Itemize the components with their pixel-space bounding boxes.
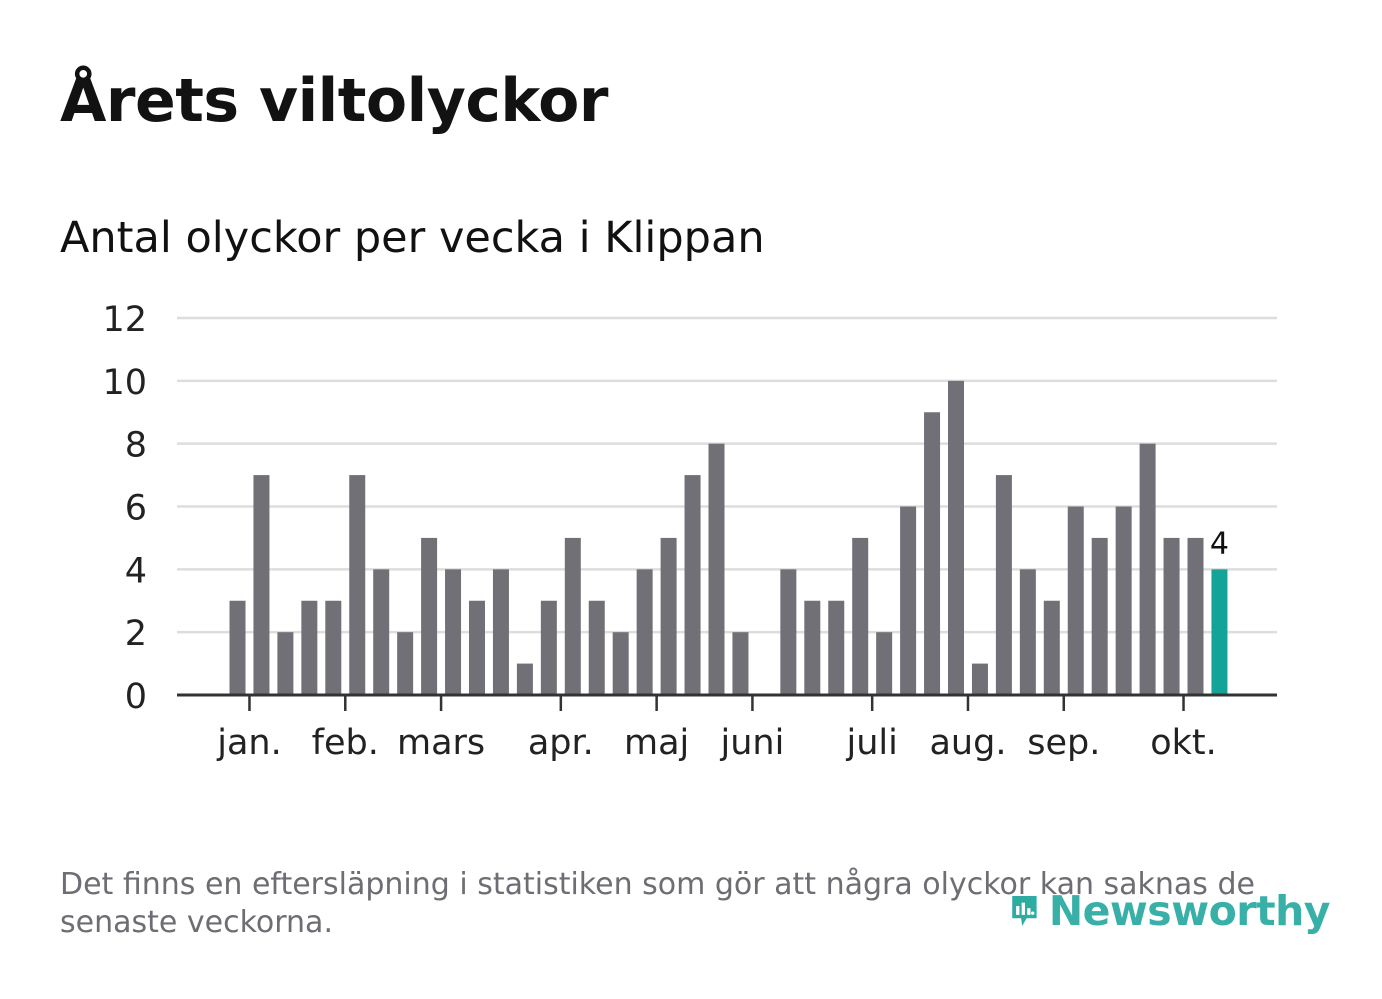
bar [876, 632, 893, 695]
x-tick-label: feb. [312, 723, 379, 763]
bar [924, 412, 941, 695]
x-tick-label: maj [624, 723, 689, 763]
bar [469, 600, 485, 695]
bar [421, 537, 438, 695]
y-tick-label: 10 [102, 363, 147, 403]
bar [397, 632, 414, 695]
y-tick-label: 2 [125, 614, 147, 654]
bar-chart: 0 2 4 6 8 10 12 4 jan. feb. mars apr. maj juni juli aug… [102, 300, 1277, 763]
newsworthy-logo-icon [1012, 896, 1037, 926]
bar [229, 600, 246, 695]
x-tick-label: apr. [528, 723, 594, 763]
newsworthy-logo-text: Newsworthy [1048, 887, 1331, 935]
bar [780, 569, 797, 695]
y-tick-label: 12 [102, 300, 147, 340]
bar [612, 632, 629, 695]
bar [1019, 569, 1036, 695]
bar [948, 380, 964, 695]
x-tick-label: okt. [1150, 723, 1217, 763]
bar [588, 600, 605, 695]
bar [564, 537, 581, 695]
y-tick-label: 8 [125, 426, 147, 466]
bar [253, 475, 270, 695]
x-tick-label: mars [397, 723, 485, 763]
bar [852, 537, 869, 695]
chart-subtitle: Antal olyckor per vecka i Klippan [60, 213, 765, 263]
bar [540, 600, 557, 695]
bar [684, 475, 701, 695]
bar [1187, 537, 1204, 695]
bar [900, 506, 917, 695]
bar [373, 569, 390, 695]
x-tick-label: aug. [929, 723, 1006, 763]
bar [732, 632, 749, 695]
bar [1091, 537, 1108, 695]
bar [804, 600, 821, 695]
bar [971, 663, 988, 695]
bar [516, 663, 533, 695]
bar [277, 632, 294, 695]
bar [445, 569, 462, 695]
bar [1043, 600, 1060, 695]
y-tick-label: 0 [125, 677, 147, 717]
x-tick-label: jan. [216, 723, 281, 763]
bar [660, 537, 677, 695]
x-tick-label: juli [845, 723, 897, 763]
bar [708, 443, 725, 695]
bar [301, 600, 318, 695]
y-tick-label: 6 [125, 489, 147, 529]
footnote: Det finns en eftersläpning i statistiken… [60, 867, 1255, 940]
newsworthy-logo: Newsworthy [1010, 876, 1331, 946]
bar [995, 475, 1012, 695]
x-tick-label: juni [720, 723, 785, 763]
bar [492, 569, 509, 695]
bar [325, 600, 342, 695]
bar-highlight [1211, 569, 1228, 695]
bar [1067, 506, 1084, 695]
bar [636, 569, 653, 695]
bar [1163, 537, 1180, 695]
bar [349, 475, 366, 695]
x-tick-label: sep. [1027, 723, 1100, 763]
bar [828, 600, 845, 695]
y-tick-label: 4 [125, 551, 147, 591]
chart-title: Årets viltolyckor [60, 66, 609, 136]
bar [1139, 443, 1156, 695]
bar-value-label: 4 [1210, 526, 1229, 561]
bar [1115, 506, 1132, 695]
